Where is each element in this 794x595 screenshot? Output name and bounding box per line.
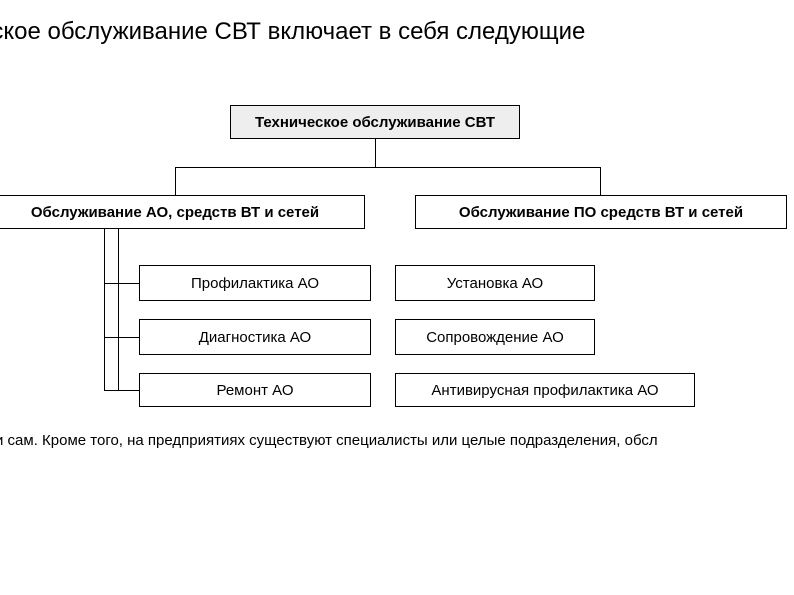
node-root: Техническое обслуживание СВТ (230, 105, 520, 139)
node-label: Ремонт АО (216, 382, 293, 399)
node-l3-a2: Диагностика АО (139, 319, 371, 355)
node-label: Обслуживание АО, средств ВТ и сетей (31, 204, 319, 221)
node-l3-b1: Установка АО (395, 265, 595, 301)
node-label: Профилактика АО (191, 275, 319, 292)
connector-line (104, 229, 105, 390)
diagram-canvas: { "type": "flowchart", "background_color… (0, 0, 794, 595)
node-label: Антивирусная профилактика АО (431, 382, 658, 399)
node-lvl2-left: Обслуживание АО, средств ВТ и сетей (0, 195, 365, 229)
node-l3-b2: Сопровождение АО (395, 319, 595, 355)
node-l3-a1: Профилактика АО (139, 265, 371, 301)
node-label: Обслуживание ПО средств ВТ и сетей (459, 204, 743, 221)
node-l3-a3: Ремонт АО (139, 373, 371, 407)
connector-line (118, 229, 119, 390)
node-root-label: Техническое обслуживание СВТ (255, 114, 495, 131)
node-l3-b3: Антивирусная профилактика АО (395, 373, 695, 407)
node-label: Установка АО (447, 275, 543, 292)
node-label: Диагностика АО (199, 329, 311, 346)
connector-line (118, 283, 139, 284)
connector-line (118, 390, 139, 391)
connector-line (600, 167, 601, 195)
connector-line (375, 139, 376, 167)
page-title: еское обслуживание СВТ включает в себя с… (0, 18, 585, 46)
node-label: Сопровождение АО (426, 329, 564, 346)
connector-line (118, 337, 139, 338)
connector-line (175, 167, 601, 168)
body-text: и сам. Кроме того, на предприятиях сущес… (0, 432, 658, 449)
connector-line (175, 167, 176, 195)
node-lvl2-right: Обслуживание ПО средств ВТ и сетей (415, 195, 787, 229)
